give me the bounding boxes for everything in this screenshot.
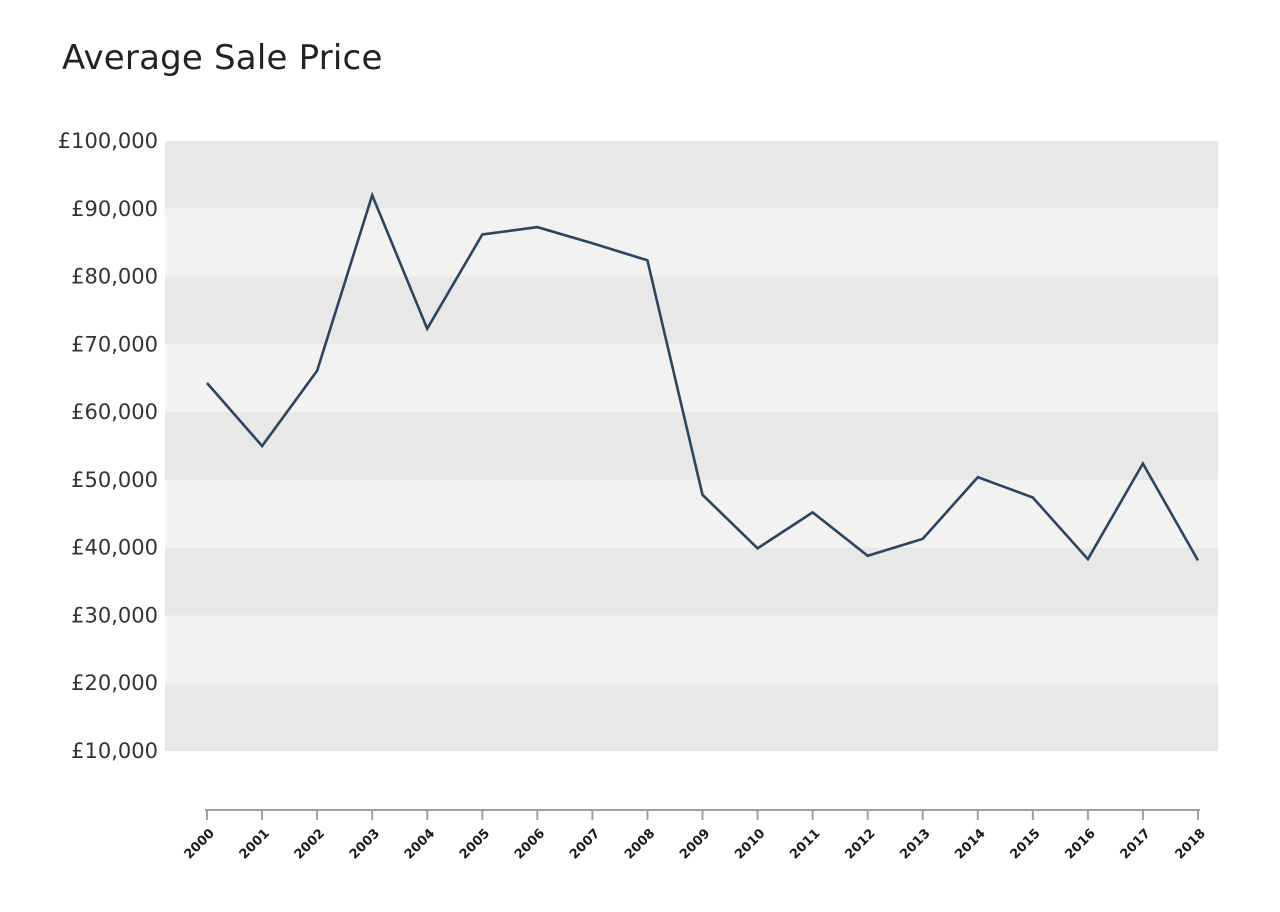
y-tick-label: £20,000 <box>71 671 158 695</box>
x-tick-label: 2017 <box>1118 826 1154 862</box>
y-tick-label: £90,000 <box>71 197 158 221</box>
x-tick-label: 2018 <box>1173 826 1209 862</box>
y-tick-label: £10,000 <box>71 739 158 763</box>
grid-band <box>165 547 1218 616</box>
y-tick-label: £50,000 <box>71 468 158 492</box>
grid-band <box>165 615 1218 684</box>
grid-band <box>165 141 1218 209</box>
x-tick-label: 2012 <box>842 826 878 862</box>
y-tick-label: £60,000 <box>71 400 158 424</box>
x-axis: 2000 2001 2002 2003 2004 2005 2006 2007 2008 2009… <box>182 809 1209 862</box>
grid-bands <box>165 141 1218 751</box>
x-tick-label: 2015 <box>1007 826 1043 862</box>
grid-band <box>165 276 1218 345</box>
grid-band <box>165 344 1218 413</box>
x-tick-label: 2008 <box>622 826 658 862</box>
x-tick-label: 2005 <box>457 826 493 862</box>
y-tick-label: £80,000 <box>71 265 158 289</box>
y-tick-label: £40,000 <box>71 536 158 560</box>
x-tick-label: 2006 <box>512 826 548 862</box>
x-tick-label: 2002 <box>292 826 328 862</box>
x-tick-label: 2014 <box>952 826 988 862</box>
grid-band <box>165 683 1218 751</box>
y-tick-label: £100,000 <box>58 129 158 153</box>
series-line <box>206 191 1200 562</box>
grid-band <box>165 479 1218 548</box>
x-tick-label: 2009 <box>677 826 713 862</box>
x-tick-label: 2001 <box>237 826 273 862</box>
chart-title: Average Sale Price <box>62 38 383 78</box>
y-tick-label: £30,000 <box>71 603 158 627</box>
x-tick-label: 2003 <box>347 826 383 862</box>
x-tick-label: 2010 <box>732 826 768 862</box>
y-axis-ticks: £100,000 £90,000 £80,000 £70,000 £60,000 £50,… <box>58 129 158 763</box>
x-tick-label: 2011 <box>787 826 823 862</box>
y-tick-label: £70,000 <box>71 332 158 356</box>
grid-band <box>165 208 1218 277</box>
x-tick-label: 2000 <box>182 826 218 862</box>
x-tick-label: 2013 <box>897 826 933 862</box>
x-tick-label: 2007 <box>567 826 603 862</box>
series-layer <box>206 191 1200 562</box>
x-tick-label: 2016 <box>1063 826 1099 862</box>
x-tick-label: 2004 <box>402 826 438 862</box>
